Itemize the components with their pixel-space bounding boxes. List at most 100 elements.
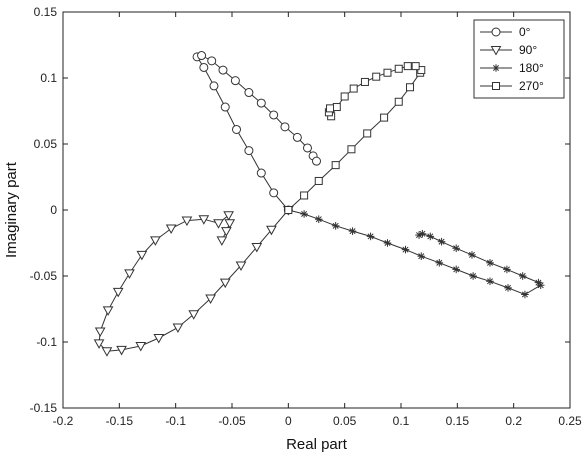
series-line: [288, 209, 542, 296]
data-point: [372, 72, 381, 81]
x-tick-label: -0.05: [218, 414, 246, 428]
data-point: [220, 102, 230, 112]
legend-entry: 0°: [480, 25, 531, 39]
data-point: [340, 92, 349, 101]
y-tick-label: 0.15: [34, 5, 58, 19]
data-point: [153, 334, 165, 344]
series-1: [93, 206, 294, 357]
x-tick-label: 0.15: [446, 414, 470, 428]
data-point: [417, 252, 426, 260]
data-point: [326, 104, 335, 113]
data-point: [219, 278, 231, 289]
data-point: [209, 81, 219, 91]
data-point: [363, 129, 372, 138]
data-point: [102, 306, 114, 316]
data-point: [292, 132, 302, 142]
axis-ticks: -0.2 -0.15 -0.1 -0.05 0 0.05 0.1 0.15 0.2 0.25-0.…: [30, 5, 582, 428]
data-point: [302, 143, 312, 153]
data-point: [394, 97, 403, 106]
x-tick-label: -0.15: [106, 414, 134, 428]
legend-entry: 90°: [480, 43, 537, 57]
data-point: [94, 327, 106, 337]
data-point: [349, 84, 358, 93]
data-point: [207, 56, 217, 66]
data-point: [435, 259, 444, 267]
data-point: [380, 113, 389, 122]
data-point: [332, 103, 341, 112]
y-tick-label: 0.05: [34, 137, 58, 151]
legend: 0° 90° 180° 270°: [473, 19, 565, 99]
y-axis-label: Imaginary part: [3, 161, 20, 258]
data-point: [300, 210, 308, 218]
data-point: [491, 27, 501, 37]
data-point: [199, 62, 209, 72]
data-point: [188, 310, 200, 320]
data-point: [244, 88, 254, 98]
series-3: [284, 62, 426, 214]
legend-entry: 180°: [480, 61, 544, 75]
data-point: [468, 251, 476, 259]
x-tick-label: 0: [285, 414, 292, 428]
data-point: [406, 83, 415, 92]
data-point: [452, 265, 461, 274]
legend-entry: 270°: [480, 79, 544, 93]
series-0: [192, 51, 321, 215]
x-tick-label: 0.1: [393, 414, 410, 428]
data-point: [205, 294, 216, 304]
data-point: [112, 287, 124, 298]
data-point: [383, 239, 392, 247]
data-point: [331, 222, 340, 230]
data-point: [403, 62, 412, 71]
data-point: [218, 65, 228, 75]
series-layer: [93, 51, 545, 357]
data-point: [124, 269, 135, 279]
y-tick-label: 0.1: [40, 71, 57, 85]
data-point: [518, 272, 527, 280]
legend-label: 0°: [519, 25, 531, 39]
data-point: [256, 168, 266, 178]
data-point: [165, 224, 177, 234]
data-point: [415, 231, 423, 239]
data-point: [426, 232, 435, 241]
data-point: [269, 188, 279, 198]
data-point: [224, 219, 236, 229]
data-point: [452, 244, 461, 253]
data-point: [256, 98, 266, 108]
x-axis-label: Real part: [286, 436, 348, 453]
data-point: [300, 191, 309, 200]
legend-label: 180°: [519, 61, 544, 75]
x-tick-label: -0.1: [165, 414, 186, 428]
data-point: [244, 146, 254, 156]
data-point: [486, 259, 494, 267]
data-point: [360, 77, 369, 86]
data-point: [314, 176, 323, 185]
data-point: [216, 236, 228, 246]
data-point: [411, 62, 420, 71]
data-point: [486, 277, 494, 286]
data-point: [172, 323, 184, 333]
data-point: [280, 122, 290, 132]
data-point: [469, 272, 477, 280]
x-tick-label: -0.2: [53, 414, 74, 428]
data-point: [135, 341, 147, 352]
data-point: [150, 236, 161, 246]
y-tick-label: -0.15: [30, 401, 58, 415]
data-point: [198, 215, 210, 225]
legend-box: [473, 19, 565, 99]
y-tick-label: -0.05: [30, 269, 58, 283]
data-point: [232, 124, 242, 134]
data-point: [230, 76, 240, 86]
data-point: [490, 46, 502, 56]
data-point: [383, 68, 392, 77]
data-point: [312, 156, 321, 166]
data-point: [221, 227, 232, 237]
data-point: [235, 261, 247, 271]
data-point: [348, 227, 357, 235]
data-point: [534, 278, 543, 287]
data-point: [181, 216, 193, 227]
data-point: [492, 82, 500, 90]
legend-label: 90°: [519, 43, 537, 57]
y-tick-label: 0: [50, 203, 57, 217]
data-point: [266, 225, 277, 236]
